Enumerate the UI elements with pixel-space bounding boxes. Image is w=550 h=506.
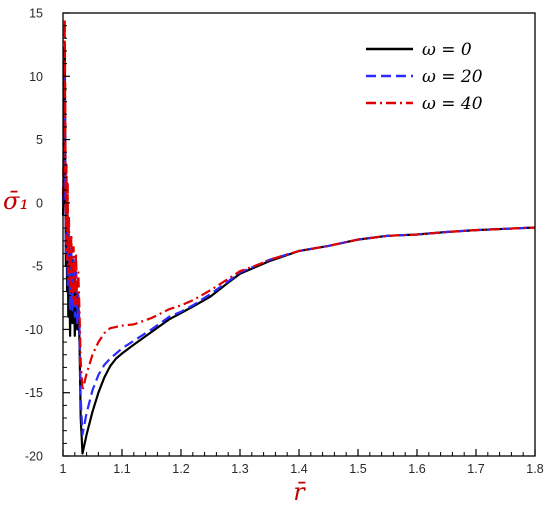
y-tick-label: -20 bbox=[25, 450, 43, 464]
y-tick-label: 5 bbox=[36, 133, 43, 147]
x-tick-label: 1.1 bbox=[113, 462, 130, 476]
x-tick-label: 1 bbox=[60, 462, 67, 476]
y-tick-label: -15 bbox=[25, 386, 43, 400]
y-tick-label: 0 bbox=[36, 196, 43, 210]
x-tick-label: 1.5 bbox=[349, 462, 366, 476]
axis-ticks: 1 1.1 1.2 1.3 1.4 1.5 1.6 1.7 1.8 -20 -15 -10 -5 0 5 10… bbox=[25, 7, 544, 477]
y-tick-label: 10 bbox=[29, 70, 43, 84]
x-tick-label: 1.3 bbox=[231, 462, 248, 476]
series-line-2 bbox=[61, 18, 536, 392]
y-tick-label: -10 bbox=[25, 323, 43, 337]
legend: ω = 0 ω = 20 ω = 40 bbox=[366, 40, 483, 114]
y-tick-label: -5 bbox=[32, 260, 43, 274]
legend-label-2: ω = 40 bbox=[422, 94, 483, 114]
x-tick-label: 1.6 bbox=[408, 462, 425, 476]
y-tick-label: 15 bbox=[29, 7, 43, 21]
x-tick-label: 1.4 bbox=[290, 462, 307, 476]
x-tick-label: 1.7 bbox=[467, 462, 484, 476]
y-axis-label: σ̄₁ bbox=[3, 187, 29, 215]
series-lines bbox=[61, 18, 536, 455]
x-tick-label: 1.2 bbox=[172, 462, 189, 476]
series-line-1 bbox=[61, 75, 536, 436]
x-axis-label: r̄ bbox=[293, 478, 306, 506]
legend-label-1: ω = 20 bbox=[422, 67, 483, 87]
x-tick-label: 1.8 bbox=[526, 462, 543, 476]
legend-label-0: ω = 0 bbox=[422, 40, 472, 60]
